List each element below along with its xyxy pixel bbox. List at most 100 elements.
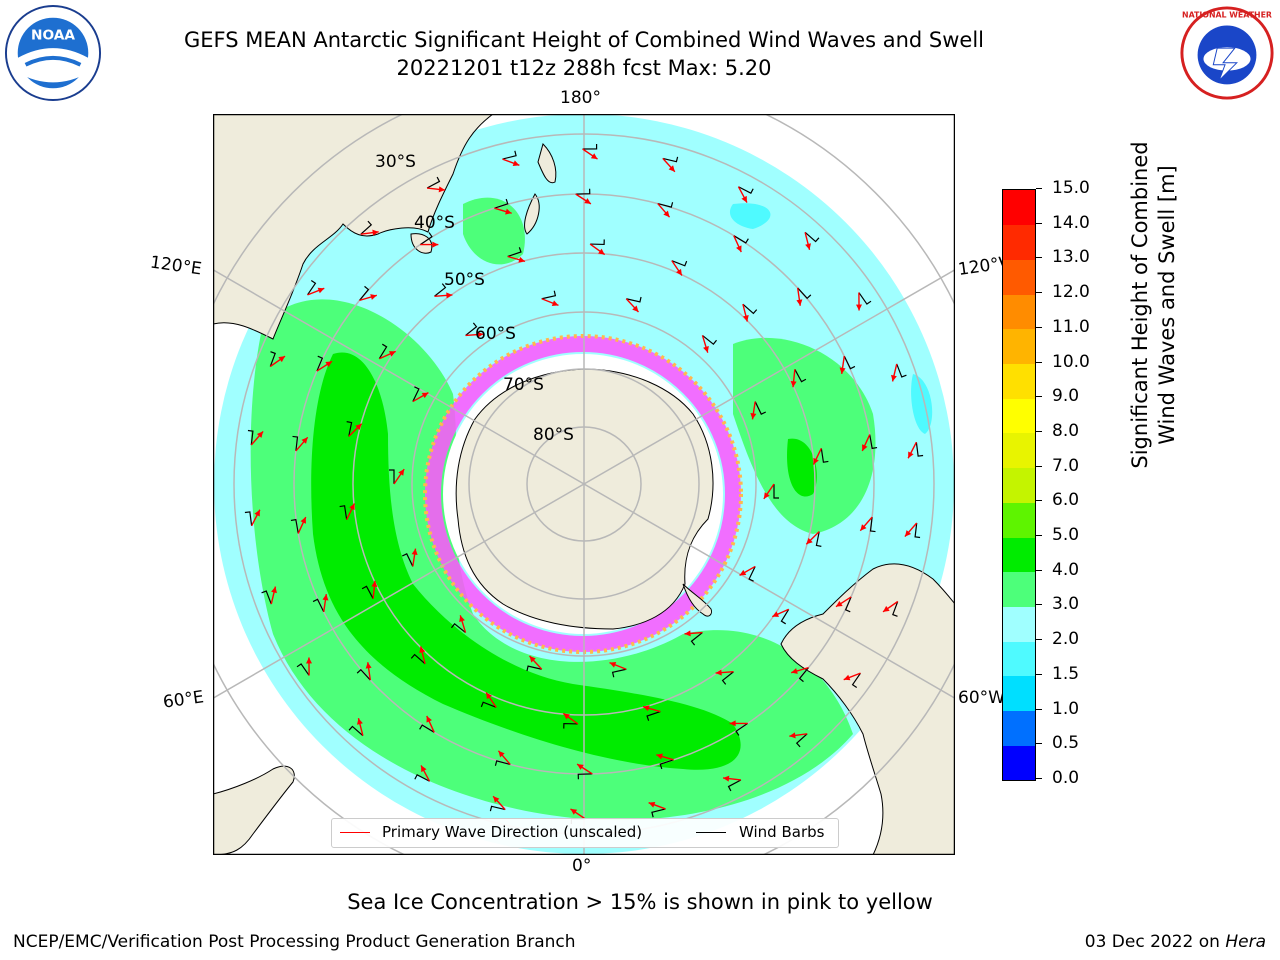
wave-arrow-head — [790, 380, 797, 388]
sea-ice-note: Sea Ice Concentration > 15% is shown in … — [347, 890, 933, 914]
lat-label-80s: 80°S — [533, 425, 574, 445]
wave-arrow-head — [529, 656, 536, 663]
wave-arrow-head — [684, 630, 691, 637]
wind-barb — [590, 239, 605, 246]
lon-label-60w: 60°W — [958, 688, 1005, 708]
wind-barb — [261, 590, 272, 605]
footer-date: 03 Dec 2022 on Hera — [1084, 932, 1266, 952]
wave-arrow-head — [763, 492, 770, 499]
colorbar-tick-label: 8.0 — [1036, 421, 1079, 441]
chart-title: GEFS MEAN Antarctic Significant Height o… — [183, 28, 985, 52]
wind-barb — [795, 733, 808, 748]
legend-barb-swatch — [696, 832, 726, 833]
wave-arrow-head — [512, 160, 520, 167]
colorbar-segment — [1003, 571, 1035, 607]
wind-barb — [451, 622, 466, 634]
nws-logo-icon: NATIONAL WEATHER — [1179, 5, 1275, 101]
wave-arrow-head — [254, 509, 260, 517]
wind-barb — [869, 434, 878, 450]
wave-arrow-head — [642, 705, 650, 712]
wave-arrow-head — [498, 750, 505, 758]
wave-arrow-head — [668, 165, 675, 172]
wave-arrow-head — [577, 764, 584, 770]
wind-barb — [892, 601, 899, 617]
wind-barb — [896, 363, 907, 378]
wave-arrow-head — [584, 198, 591, 204]
wind-barb — [798, 667, 809, 683]
colorbar — [1002, 189, 1036, 781]
wind-barb — [780, 608, 790, 625]
wind-barb — [307, 279, 317, 296]
wind-barb — [735, 722, 748, 736]
wind-barb — [494, 760, 511, 766]
footer-org: NCEP/EMC/Verification Post Processing Pr… — [13, 932, 576, 952]
wave-field-4to5m-east — [787, 438, 817, 497]
wind-barb — [401, 553, 414, 567]
wave-arrow-head — [598, 248, 605, 255]
wave-arrow-head — [355, 423, 362, 431]
wind-barb — [851, 672, 861, 689]
wave-arrow-head — [419, 646, 426, 653]
wind-barb — [316, 355, 324, 372]
wind-barb — [844, 596, 852, 613]
lat-label-50s: 50°S — [444, 270, 485, 290]
wave-arrow-head — [891, 374, 897, 382]
wave-arrow-head — [676, 268, 682, 276]
lon-label-60e: 60°E — [161, 687, 206, 713]
wind-barb — [420, 232, 433, 246]
colorbar-segment — [1003, 710, 1035, 746]
wave-arrow-head — [723, 775, 730, 782]
wind-barb — [577, 773, 593, 780]
wind-barb — [292, 435, 299, 451]
colorbar-segment — [1003, 294, 1035, 330]
colorbar-label: Significant Height of Combined Wind Wave… — [1128, 141, 1179, 469]
wind-barb — [659, 759, 674, 770]
lon-label-180: 180° — [560, 88, 601, 108]
wind-barb — [434, 283, 447, 297]
wind-barb — [419, 724, 435, 733]
wind-barb — [820, 448, 829, 463]
wind-barb — [915, 442, 924, 457]
wave-arrow-head — [741, 195, 747, 203]
wind-barb — [738, 186, 754, 194]
colorbar-tick-label: 15.0 — [1036, 178, 1090, 198]
colorbar-tick-label: 1.0 — [1036, 699, 1079, 719]
lat-label-70s: 70°S — [503, 375, 544, 395]
wind-barb — [412, 386, 420, 402]
wave-arrow-head — [372, 229, 379, 236]
wave-arrow-head — [860, 524, 867, 531]
land-australia — [213, 114, 494, 340]
wind-barb — [426, 176, 441, 189]
sea-ice-ring — [425, 336, 741, 652]
wind-barb — [754, 401, 767, 415]
colorbar-tick-label: 5.0 — [1036, 525, 1079, 545]
wave-arrow-head — [421, 765, 427, 773]
wind-barb — [244, 511, 253, 526]
wind-barb — [611, 668, 627, 678]
wind-barb — [378, 343, 388, 360]
colorbar-segment — [1003, 606, 1035, 642]
wave-arrow-head — [357, 718, 363, 725]
wind-barb — [414, 774, 430, 782]
wind-barb — [914, 522, 921, 539]
wind-barb — [359, 285, 370, 301]
wind-barb — [797, 287, 812, 300]
wave-arrow-head — [648, 801, 656, 808]
wind-barb — [389, 469, 395, 484]
colorbar-tick-label: 12.0 — [1036, 282, 1090, 302]
wind-barb — [721, 671, 734, 685]
wave-field-1p5to2m — [911, 374, 933, 434]
wave-arrow-head — [551, 300, 559, 306]
wave-arrow-head — [663, 210, 670, 218]
wind-barb — [858, 292, 872, 305]
wave-arrow-head — [518, 256, 526, 263]
svg-text:NATIONAL WEATHER: NATIONAL WEATHER — [1182, 11, 1272, 20]
wave-arrow-head — [493, 796, 500, 803]
colorbar-tick-label: 6.0 — [1036, 490, 1079, 510]
wind-barb — [869, 517, 876, 533]
wave-arrow-head — [739, 569, 747, 576]
wave-field-3to4m — [250, 299, 853, 821]
colorbar-segment — [1003, 259, 1035, 295]
wave-arrow-head — [856, 304, 863, 311]
wind-barb — [662, 156, 679, 163]
